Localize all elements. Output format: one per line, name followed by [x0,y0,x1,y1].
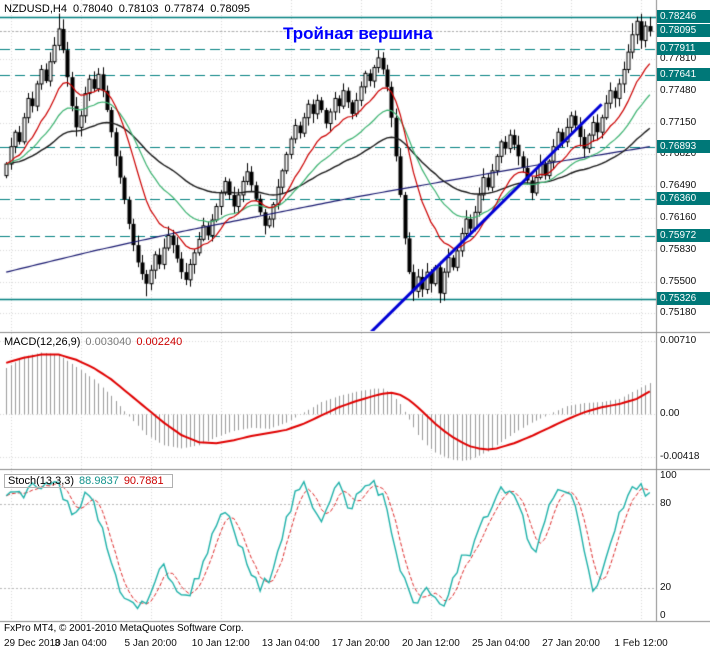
macd-axis-label: 0.00710 [660,335,697,347]
time-axis-label: 10 Jan 12:00 [191,638,250,649]
price-axis-label: 0.76820 [660,148,697,160]
price-level-badge: 0.77641 [657,68,710,82]
macd-signal-value: 0.002240 [136,336,183,348]
macd-axis-label: -0.00418 [660,451,700,463]
time-axis-label: 3 Jan 04:00 [54,638,107,649]
stoch-name: Stoch(13,3,3) [8,475,75,487]
price-level-badge: 0.75972 [657,229,710,243]
time-axis-label: 25 Jan 04:00 [472,638,530,649]
price-level-badge: 0.75326 [657,291,710,305]
price-axis-label: 0.76160 [660,212,697,224]
price-axis-label: 0.77810 [660,52,697,64]
symbol-period-label: NZDUSD,H4 [4,3,67,15]
ohlc-low: 0.77874 [164,3,205,15]
ohlc-high: 0.78103 [118,3,159,15]
pattern-annotation-text[interactable]: Тройная вершина [283,24,433,43]
stoch-main-value: 88.9837 [79,475,119,487]
stoch-indicator-label[interactable]: Stoch(13,3,3) 88.9837 90.7881 [4,474,173,488]
stoch-axis-label: 0 [660,610,666,621]
price-axis-label: 0.77480 [660,84,697,96]
price-level-badge: 0.78246 [657,9,710,23]
macd-axis-label: 0.00 [660,408,680,420]
price-axis-label: 0.77150 [660,116,697,128]
time-axis-label: 27 Jan 20:00 [542,638,600,649]
time-axis[interactable]: 29 Dec 2010 3 Jan 04:00 5 Jan 20:00 10 Jan … [0,636,710,652]
price-axis[interactable]: 0.781000.778100.774800.771500.768200.764… [657,0,710,622]
price-axis-label: 0.75180 [660,306,697,318]
chart-header: NZDUSD,H4 0.78040 0.78103 0.77874 0.78095 [4,3,256,15]
time-axis-label: 1 Feb 12:00 [614,638,668,649]
stoch-axis-label: 20 [660,582,672,593]
time-axis-label: 29 Dec 2010 [4,638,61,649]
price-level-badge: 0.76360 [657,191,710,205]
price-level-badge: 0.77911 [657,42,710,56]
macd-name: MACD(12,26,9) [4,336,81,348]
ohlc-open: 0.78040 [72,3,113,15]
bid-price-badge: 0.78095 [657,24,710,38]
price-axis-label: 0.76490 [660,180,697,192]
price-axis-label: 0.75830 [660,243,697,255]
price-level-badge: 0.76893 [657,140,710,154]
time-axis-label: 20 Jan 12:00 [401,638,460,649]
stoch-axis-label: 80 [660,498,672,509]
ohlc-close: 0.78095 [210,3,251,15]
macd-indicator-label: MACD(12,26,9) 0.003040 0.002240 [4,336,187,348]
time-axis-label: 17 Jan 20:00 [331,638,390,649]
stoch-signal-value: 90.7881 [123,475,164,487]
price-axis-label: 0.75500 [660,275,697,287]
time-axis-label: 13 Jan 04:00 [261,638,320,649]
stoch-axis-label: 100 [660,470,677,481]
time-axis-label: 5 Jan 20:00 [124,638,177,649]
copyright-text: FxPro MT4, © 2001-2010 MetaQuotes Softwa… [4,623,244,634]
macd-main-value: 0.003040 [85,336,132,348]
